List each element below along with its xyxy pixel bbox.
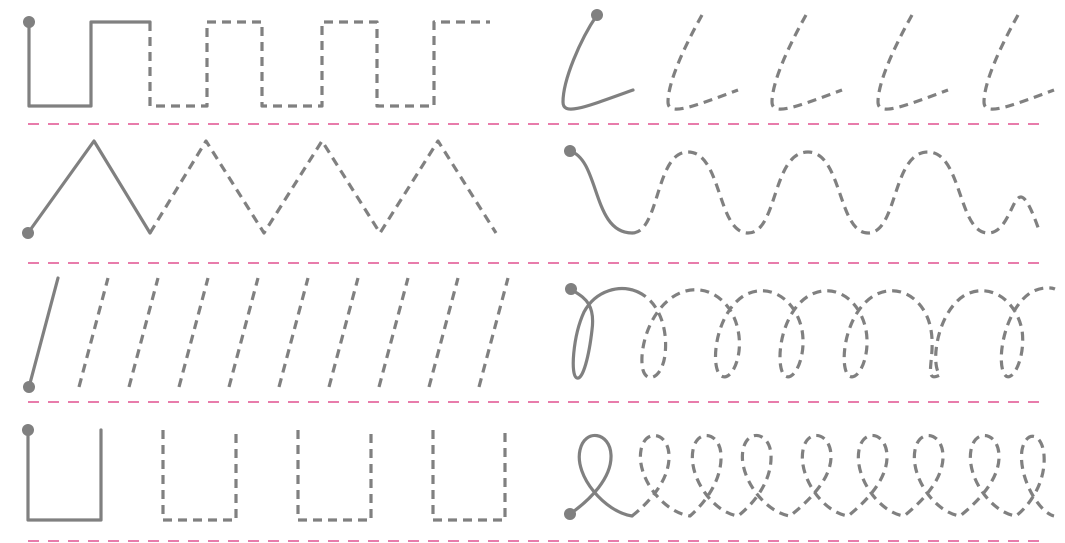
dashed-coils xyxy=(637,286,1056,380)
row2-zigzag xyxy=(22,139,498,239)
traced-hook xyxy=(561,13,635,111)
traced-loop xyxy=(568,433,634,518)
dashed-hook-4 xyxy=(982,14,1055,111)
dashed-square-wave xyxy=(148,20,490,108)
row3-loop-coils xyxy=(565,283,1056,380)
dashed-slants xyxy=(77,277,510,388)
dashed-hook-3 xyxy=(876,14,949,111)
row4-cursive-loops xyxy=(564,433,1055,520)
dashed-u-3 xyxy=(431,430,507,522)
traced-square-wave xyxy=(27,20,152,108)
dashed-u-1 xyxy=(161,430,238,522)
traced-zigzag xyxy=(26,139,152,235)
dashed-humps xyxy=(631,150,1042,235)
traced-u xyxy=(26,428,103,522)
dashed-loops xyxy=(631,433,1055,518)
guide-lines xyxy=(28,123,1040,542)
row3-slanted-lines xyxy=(23,276,510,393)
dashed-zigzag xyxy=(148,139,498,235)
row1-cursive-hooks xyxy=(561,9,1055,111)
row1-square-wave xyxy=(23,16,490,108)
traced-hump xyxy=(568,149,634,235)
dashed-u-2 xyxy=(296,430,373,522)
row2-wave-humps xyxy=(564,145,1042,235)
traced-slant xyxy=(27,276,60,389)
dashed-hook-2 xyxy=(770,14,843,111)
dashed-hook-1 xyxy=(666,14,739,111)
row4-u-shapes xyxy=(22,424,507,522)
traced-coil xyxy=(569,287,640,380)
